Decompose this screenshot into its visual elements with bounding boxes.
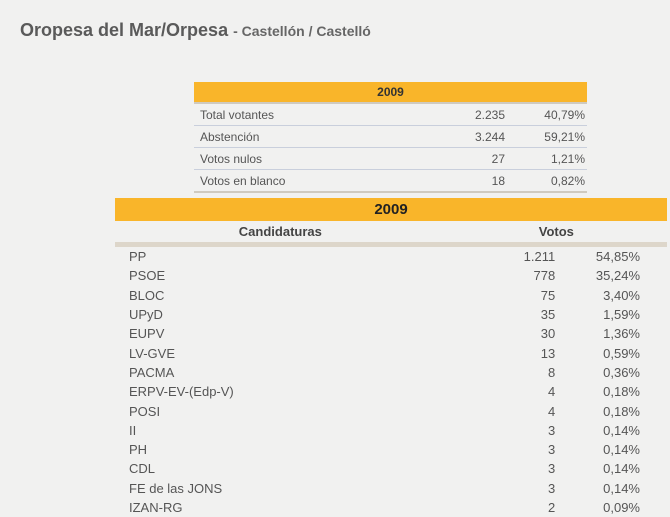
party-name: UPyD bbox=[129, 307, 163, 323]
party-votes: 3 bbox=[547, 480, 556, 496]
party-name: PH bbox=[129, 442, 148, 458]
summary-table: 2009 Total votantes 2.235 40,79% Abstención… bbox=[194, 82, 587, 193]
party-votes: 75 bbox=[540, 287, 556, 303]
summary-pct: 40,79% bbox=[505, 103, 587, 126]
party-votes: 8 bbox=[547, 364, 556, 380]
party-name: POSI bbox=[129, 403, 161, 419]
party-pct: 35,24% bbox=[595, 268, 640, 284]
party-pct: 0,36% bbox=[603, 364, 640, 380]
result-row: PH 3 0,14% bbox=[115, 440, 667, 459]
party-pct: 3,40% bbox=[603, 287, 640, 303]
party-votes: 3 bbox=[547, 422, 556, 438]
party-name: PP bbox=[129, 249, 147, 265]
result-row: ERPV-EV-(Edp-V) 4 0,18% bbox=[115, 382, 667, 401]
summary-value: 3.244 bbox=[405, 125, 505, 148]
party-name: EUPV bbox=[129, 326, 165, 342]
result-row: POSI 4 0,18% bbox=[115, 401, 667, 420]
party-name: FE de las JONS bbox=[129, 480, 223, 496]
result-row: EUPV 30 1,36% bbox=[115, 324, 667, 343]
party-votes: 3 bbox=[547, 461, 556, 477]
column-header-candidates: Candidaturas bbox=[115, 221, 446, 247]
party-votes: 778 bbox=[533, 268, 556, 284]
party-pct: 0,14% bbox=[603, 480, 640, 496]
result-row: UPyD 35 1,59% bbox=[115, 305, 667, 324]
summary-pct: 59,21% bbox=[505, 125, 587, 148]
summary-value: 27 bbox=[405, 147, 505, 170]
summary-value: 2.235 bbox=[405, 103, 505, 126]
party-votes: 2 bbox=[547, 500, 556, 515]
page-title: Oropesa del Mar/Orpesa - Castellón / Cas… bbox=[20, 20, 371, 41]
party-pct: 0,14% bbox=[603, 442, 640, 458]
party-pct: 0,14% bbox=[603, 422, 640, 438]
results-table: 2009 Candidaturas Votos PP 1.211 54,85% PSO… bbox=[115, 198, 667, 517]
party-name: PACMA bbox=[129, 364, 175, 380]
municipality-name: Oropesa del Mar/Orpesa bbox=[20, 20, 229, 40]
party-name: ERPV-EV-(Edp-V) bbox=[129, 384, 234, 400]
party-votes: 13 bbox=[540, 345, 556, 361]
party-name: II bbox=[129, 422, 137, 438]
result-row: FE de las JONS 3 0,14% bbox=[115, 479, 667, 498]
party-name: LV-GVE bbox=[129, 345, 176, 361]
party-name: PSOE bbox=[129, 268, 166, 284]
column-header-votes: Votos bbox=[445, 221, 667, 247]
party-pct: 0,09% bbox=[603, 500, 640, 515]
result-row: CDL 3 0,14% bbox=[115, 459, 667, 478]
party-pct: 1,36% bbox=[603, 326, 640, 342]
summary-row: Abstención 3.244 59,21% bbox=[194, 125, 587, 148]
party-votes: 4 bbox=[547, 384, 556, 400]
party-pct: 0,14% bbox=[603, 461, 640, 477]
result-row: PACMA 8 0,36% bbox=[115, 363, 667, 382]
summary-year-header: 2009 bbox=[194, 82, 587, 104]
result-row: IZAN-RG 2 0,09% bbox=[115, 498, 667, 517]
party-votes: 30 bbox=[540, 326, 556, 342]
summary-row: Votos nulos 27 1,21% bbox=[194, 147, 587, 170]
party-name: BLOC bbox=[129, 287, 165, 303]
summary-label: Votos en blanco bbox=[194, 169, 405, 193]
party-votes: 1.211 bbox=[523, 249, 556, 265]
party-votes: 3 bbox=[547, 442, 556, 458]
result-row: PSOE 778 35,24% bbox=[115, 266, 667, 285]
party-votes: 35 bbox=[540, 307, 556, 323]
province-name: - Castellón / Castelló bbox=[233, 23, 371, 39]
summary-pct: 0,82% bbox=[505, 169, 587, 193]
results-year-header: 2009 bbox=[115, 198, 667, 221]
summary-label: Votos nulos bbox=[194, 147, 405, 170]
party-name: IZAN-RG bbox=[129, 500, 183, 515]
party-name: CDL bbox=[129, 461, 156, 477]
summary-row: Total votantes 2.235 40,79% bbox=[194, 103, 587, 126]
summary-label: Total votantes bbox=[194, 103, 405, 126]
summary-label: Abstención bbox=[194, 125, 405, 148]
result-row: II 3 0,14% bbox=[115, 421, 667, 440]
party-pct: 1,59% bbox=[603, 307, 640, 323]
party-votes: 4 bbox=[547, 403, 556, 419]
result-row: BLOC 75 3,40% bbox=[115, 286, 667, 305]
party-pct: 0,18% bbox=[603, 384, 640, 400]
summary-value: 18 bbox=[405, 169, 505, 193]
party-pct: 54,85% bbox=[595, 249, 640, 265]
summary-row: Votos en blanco 18 0,82% bbox=[194, 169, 587, 193]
party-pct: 0,59% bbox=[603, 345, 640, 361]
result-row: PP 1.211 54,85% bbox=[115, 245, 667, 267]
result-row: LV-GVE 13 0,59% bbox=[115, 343, 667, 362]
party-pct: 0,18% bbox=[603, 403, 640, 419]
summary-pct: 1,21% bbox=[505, 147, 587, 170]
